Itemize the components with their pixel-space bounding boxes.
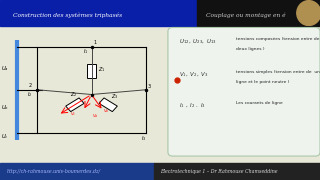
Polygon shape: [66, 98, 84, 112]
Bar: [0, 0, 197, 26]
Text: $V_b$: $V_b$: [103, 107, 110, 115]
Polygon shape: [99, 98, 117, 112]
Bar: [197, 0, 320, 26]
FancyBboxPatch shape: [168, 28, 320, 156]
Bar: [0, 163, 154, 180]
Bar: [154, 163, 320, 180]
Text: $U_b$: $U_b$: [1, 103, 9, 112]
Text: $I_3$: $I_3$: [141, 134, 147, 143]
Text: $V_1,\ V_2,\ V_3$: $V_1,\ V_2,\ V_3$: [179, 70, 209, 79]
Text: tensions composées (tension entre de: tensions composées (tension entre de: [236, 37, 319, 41]
Polygon shape: [87, 64, 96, 78]
Text: 1: 1: [93, 40, 96, 45]
Text: http://ch-rahmouse.univ-boumerdes.dz/: http://ch-rahmouse.univ-boumerdes.dz/: [6, 169, 100, 174]
Text: $I_2$: $I_2$: [27, 91, 32, 100]
Text: deux lignes ): deux lignes ): [236, 47, 264, 51]
Text: $V_a$: $V_a$: [92, 113, 98, 120]
Text: $U_{12},\ U_{23},\ U_{13}$: $U_{12},\ U_{23},\ U_{13}$: [179, 37, 217, 46]
Text: $U_c$: $U_c$: [1, 132, 9, 141]
Text: $Z_3$: $Z_3$: [111, 92, 119, 101]
Text: Les courants de ligne: Les courants de ligne: [236, 101, 282, 105]
Text: Construction des systèmes triphasés: Construction des systèmes triphasés: [13, 12, 122, 18]
Text: $U_a$: $U_a$: [1, 64, 9, 73]
Text: tensions simples (tension entre de  une: tensions simples (tension entre de une: [236, 70, 320, 74]
Text: $Z_2$: $Z_2$: [70, 91, 77, 100]
Text: ligne et le point neutre ): ligne et le point neutre ): [236, 80, 289, 84]
Text: Electrotechnique 1 – Dr Rahmouse Chamseddine: Electrotechnique 1 – Dr Rahmouse Chamsed…: [160, 169, 277, 174]
Text: 3: 3: [148, 84, 151, 89]
Text: $Z_1$: $Z_1$: [98, 65, 106, 74]
Text: 2: 2: [28, 83, 31, 88]
Text: $V_c$: $V_c$: [70, 110, 76, 118]
Text: $I_1$: $I_1$: [83, 48, 89, 56]
Text: $I_1\ ,\ I_2\ .\ I_3$: $I_1\ ,\ I_2\ .\ I_3$: [179, 101, 206, 110]
Text: Couplage ou montage en é: Couplage ou montage en é: [206, 12, 286, 18]
Ellipse shape: [297, 1, 320, 25]
